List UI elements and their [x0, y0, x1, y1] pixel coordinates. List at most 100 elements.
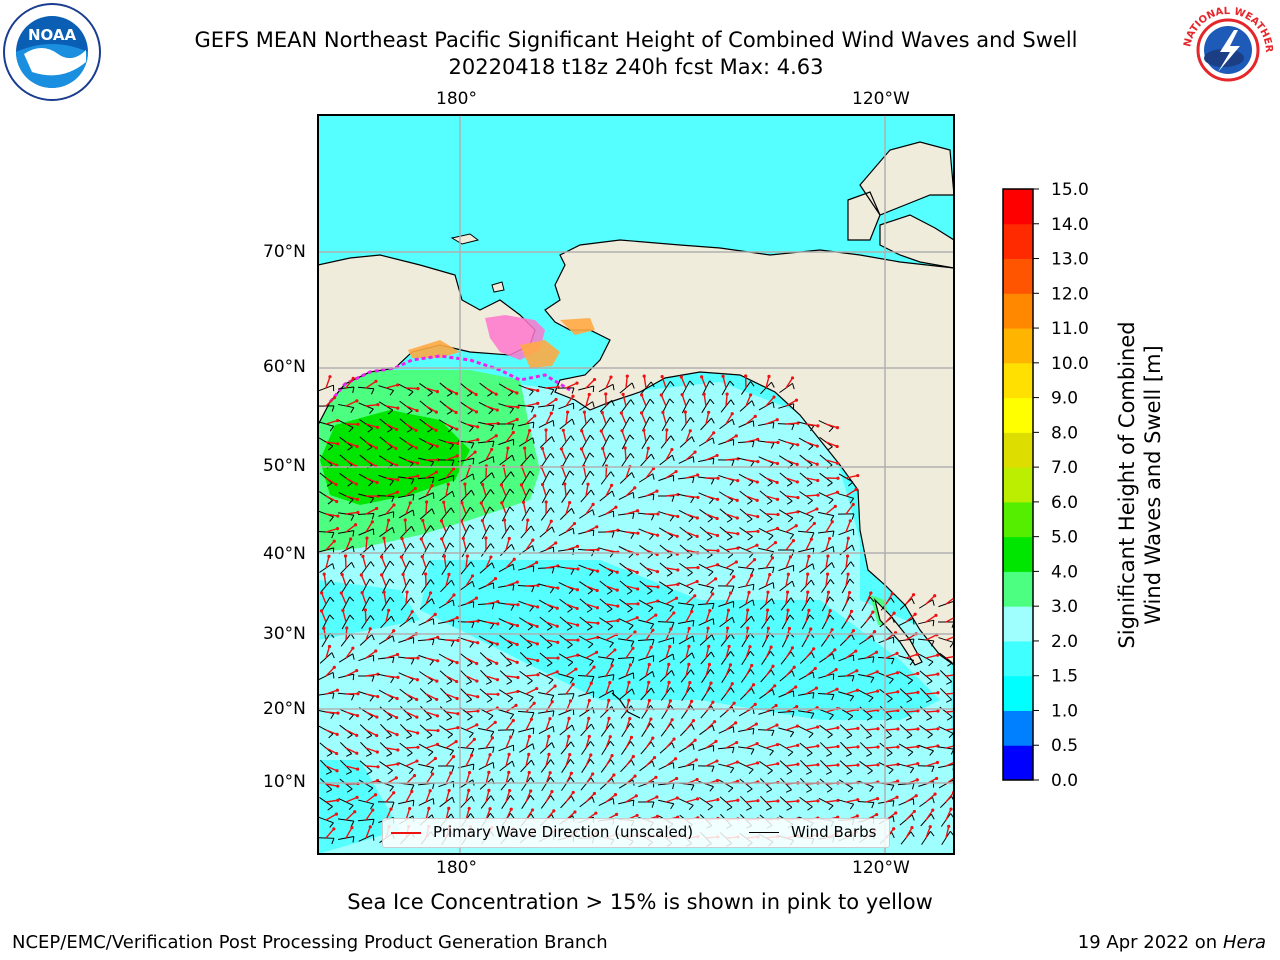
- wave-arrow: [465, 597, 477, 605]
- wave-arrow-head: [725, 626, 730, 630]
- wind-barb-flag: [886, 717, 892, 721]
- wind-barb-flag: [791, 670, 795, 677]
- wave-arrow: [445, 574, 450, 587]
- wave-arrow-head: [672, 611, 676, 615]
- wave-arrow-head: [512, 557, 516, 561]
- wind-barb-flag: [552, 710, 555, 717]
- wave-arrow-head: [415, 409, 419, 413]
- wind-barb-flag: [809, 614, 815, 620]
- wave-arrow-head: [696, 473, 700, 477]
- wave-arrow-head: [375, 480, 379, 485]
- wave-arrow: [545, 386, 559, 389]
- wave-arrow-head: [420, 554, 424, 559]
- wave-arrow-head: [896, 708, 900, 713]
- wave-arrow: [865, 690, 878, 695]
- wind-barb-flag: [692, 764, 695, 771]
- wave-arrow-head: [775, 526, 780, 531]
- sea-ice-note: Sea Ice Concentration > 15% is shown in …: [347, 890, 933, 914]
- wave-arrow: [805, 522, 815, 533]
- wave-arrow-head: [916, 727, 920, 731]
- wave-arrow: [525, 387, 538, 392]
- noaa-logo-icon: NOAA: [3, 3, 101, 101]
- wave-arrow: [361, 592, 367, 605]
- nws-logo-icon: NATIONAL WEATHER SERVICE: [1178, 0, 1276, 98]
- wave-arrow: [405, 791, 413, 803]
- wave-arrow: [385, 693, 398, 700]
- wave-arrow: [685, 531, 698, 538]
- wave-arrow: [365, 673, 378, 677]
- wave-arrow-head: [474, 410, 479, 414]
- wave-arrow: [665, 797, 678, 803]
- wind-barb-flag: [469, 642, 474, 648]
- wind-barb-flag: [828, 499, 834, 505]
- wind-barb-flag: [609, 452, 615, 458]
- wave-arrow: [945, 728, 954, 731]
- wave-arrow-head: [424, 572, 428, 576]
- wave-arrow: [725, 477, 738, 482]
- colorbar-segment: [1003, 640, 1033, 677]
- wave-arrow: [525, 736, 531, 749]
- wave-arrow-head: [735, 516, 739, 520]
- wind-barb-flag: [468, 732, 474, 738]
- wind-barb-flag: [489, 524, 495, 530]
- wave-arrow: [405, 729, 418, 734]
- wave-arrow: [785, 422, 799, 425]
- wave-arrow-head: [436, 458, 440, 462]
- wind-barb-flag: [589, 452, 595, 458]
- wave-arrow: [405, 441, 417, 449]
- wave-arrow-head: [395, 652, 400, 657]
- wave-arrow-head: [547, 752, 551, 756]
- wind-barb-flag: [366, 446, 373, 451]
- wave-arrow-head: [610, 664, 614, 668]
- wave-arrow-head: [440, 537, 444, 541]
- wave-arrow-head: [749, 393, 753, 397]
- colorbar-tick-label: 0.5: [1051, 736, 1078, 756]
- wave-arrow: [805, 423, 818, 427]
- wave-arrow-head: [667, 662, 671, 666]
- wave-arrow: [345, 711, 358, 717]
- wind-barb-flag: [826, 788, 833, 793]
- wave-arrow: [605, 700, 610, 713]
- wave-arrow-head: [687, 662, 691, 666]
- wave-arrow: [665, 597, 677, 605]
- wave-arrow-head: [494, 392, 498, 396]
- wave-arrow: [905, 827, 913, 839]
- wind-barb-flag: [590, 741, 595, 747]
- wave-arrow: [765, 542, 776, 551]
- wave-arrow: [545, 754, 550, 767]
- wave-arrow-head: [536, 673, 540, 677]
- wave-arrow-head: [796, 743, 800, 747]
- wave-arrow: [505, 581, 518, 587]
- wind-barb-flag: [450, 640, 455, 647]
- wave-arrow: [425, 711, 438, 717]
- wave-arrow-head: [387, 518, 391, 522]
- wave-arrow: [325, 729, 338, 736]
- wind-barb-flag: [490, 731, 495, 738]
- wind-barb-flag: [389, 596, 395, 603]
- wave-arrow-head: [835, 426, 840, 430]
- wave-arrow-head: [376, 672, 380, 676]
- wave-arrow-head: [627, 698, 631, 702]
- wind-barb-flag: [751, 688, 755, 694]
- wave-arrow-head: [795, 705, 799, 709]
- wave-arrow-head: [456, 726, 460, 730]
- wave-arrow: [705, 798, 718, 803]
- wave-arrow-head: [670, 718, 674, 722]
- wave-arrow: [725, 664, 732, 677]
- wave-arrow-head: [815, 507, 819, 511]
- wave-arrow: [725, 799, 738, 803]
- wind-barb-flag: [428, 751, 434, 757]
- wave-arrow-head: [511, 718, 515, 723]
- wave-arrow-head: [484, 536, 488, 540]
- wind-barb-flag: [572, 528, 575, 535]
- wind-barb-flag: [612, 674, 615, 681]
- wind-barb-flag: [366, 735, 373, 739]
- wind-barb-flag: [710, 417, 715, 424]
- wave-arrow-head: [548, 717, 552, 721]
- wave-arrow-head: [509, 807, 513, 811]
- wave-arrow-head: [399, 555, 403, 559]
- wave-arrow-head: [615, 588, 619, 592]
- wind-barb-flag: [630, 453, 635, 459]
- wave-arrow-head: [647, 662, 651, 667]
- wind-barb-flag: [829, 614, 835, 620]
